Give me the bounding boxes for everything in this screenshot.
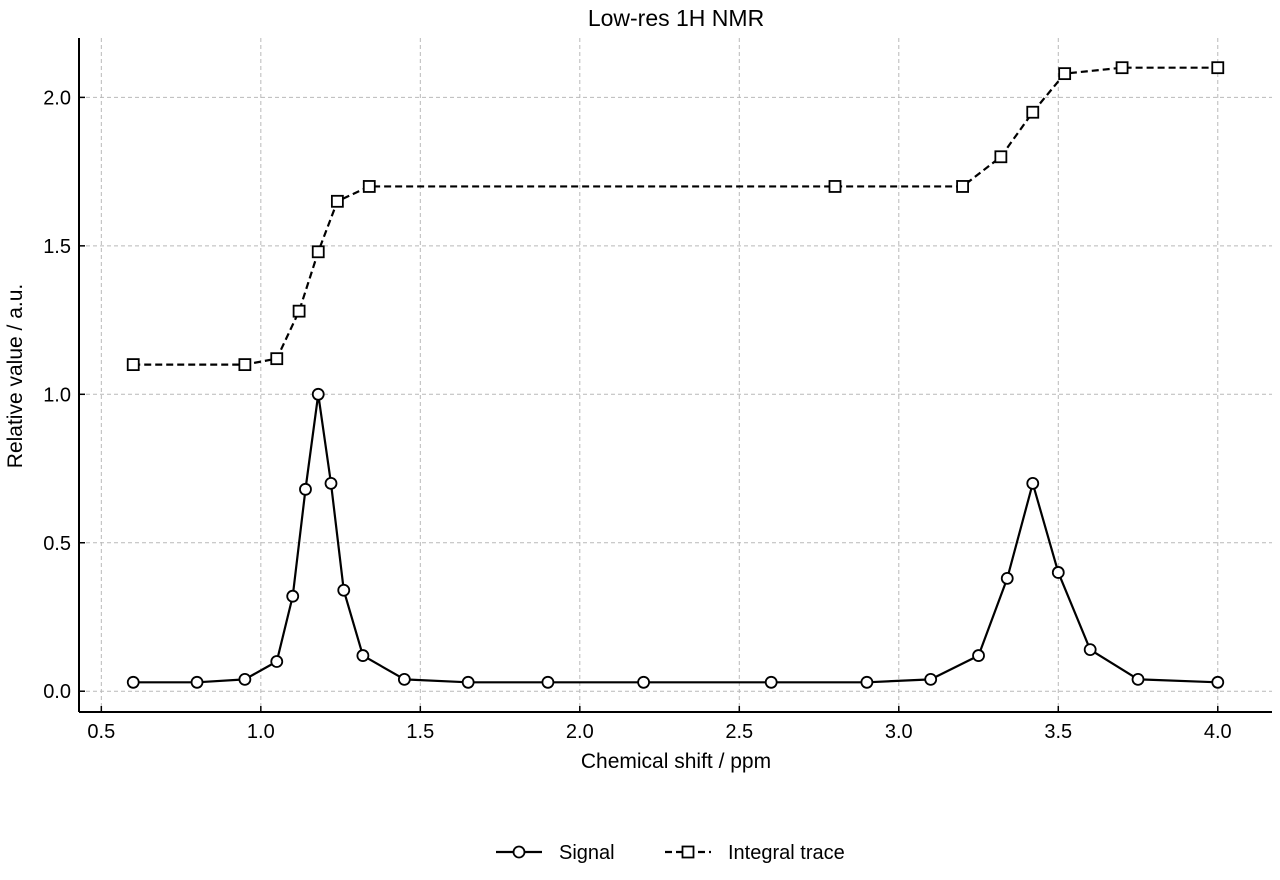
signal-point bbox=[924, 672, 938, 686]
signal-point bbox=[1211, 675, 1225, 689]
signal-point bbox=[972, 649, 985, 662]
signal-point bbox=[764, 675, 778, 689]
integral-trace-point bbox=[238, 358, 252, 372]
signal-point bbox=[356, 649, 370, 662]
signal-point bbox=[1026, 476, 1040, 490]
y-tick-label: 2.0 bbox=[43, 87, 71, 109]
legend-label-signal: Signal bbox=[559, 842, 615, 864]
integral-trace-point bbox=[330, 194, 344, 208]
signal-point bbox=[126, 675, 140, 689]
x-tick-label: 3.0 bbox=[885, 721, 913, 743]
signal-point bbox=[324, 476, 338, 490]
signal-point bbox=[397, 672, 411, 686]
y-tick-label: 0.0 bbox=[43, 681, 71, 703]
chart-title: Low-res 1H NMR bbox=[588, 5, 764, 31]
x-tick-label: 0.5 bbox=[87, 721, 115, 743]
legend: Signal Integral trace bbox=[496, 842, 845, 864]
signal-point bbox=[286, 589, 300, 603]
integral-trace-point bbox=[311, 245, 325, 259]
x-tick-label: 3.5 bbox=[1044, 721, 1072, 743]
x-tick-label: 1.5 bbox=[406, 721, 434, 743]
integral-trace-point bbox=[994, 150, 1008, 164]
integral-trace-point bbox=[1026, 105, 1040, 119]
x-tick-label: 2.5 bbox=[725, 721, 753, 743]
y-tick-label: 1.5 bbox=[43, 236, 71, 258]
signal-point bbox=[1051, 566, 1065, 579]
signal-point bbox=[337, 583, 351, 597]
legend-marker-signal bbox=[512, 845, 526, 859]
signal-point bbox=[1083, 643, 1097, 657]
series-signal bbox=[126, 387, 1225, 689]
integral-trace-point bbox=[126, 358, 140, 372]
integral-trace-point bbox=[1058, 67, 1072, 81]
integral-trace-point bbox=[1115, 61, 1129, 75]
axes: 0.5 1.0 1.5 2.0 2.5 3.0 3.5 4.0 0.0 0.5 1.0 1.5 2.0 bbox=[43, 38, 1272, 743]
signal-point bbox=[461, 675, 475, 689]
integral-trace-point bbox=[956, 180, 969, 193]
series-group bbox=[126, 61, 1225, 689]
integral-trace-point bbox=[292, 304, 306, 318]
signal-point bbox=[860, 675, 874, 689]
series-integral-trace bbox=[126, 61, 1225, 372]
legend-label-integral-trace: Integral trace bbox=[728, 842, 845, 864]
signal-point bbox=[238, 672, 252, 686]
integral-trace-point bbox=[1211, 61, 1225, 75]
legend-item-integral-trace: Integral trace bbox=[665, 842, 845, 864]
integral-trace-point bbox=[828, 180, 842, 193]
y-axis-title: Relative value / a.u. bbox=[4, 284, 27, 468]
x-tick-label: 4.0 bbox=[1204, 721, 1232, 743]
signal-point bbox=[190, 675, 204, 689]
integral-trace-point bbox=[270, 352, 284, 366]
x-axis-title: Chemical shift / ppm bbox=[581, 750, 771, 773]
y-tick-label: 1.0 bbox=[43, 384, 71, 406]
signal-point bbox=[270, 655, 284, 668]
legend-item-signal: Signal bbox=[496, 842, 615, 864]
grid bbox=[79, 38, 1272, 712]
signal-point bbox=[1000, 571, 1014, 585]
x-tick-label: 1.0 bbox=[247, 721, 275, 743]
y-tick-label: 0.5 bbox=[43, 533, 71, 555]
x-tick-label: 2.0 bbox=[566, 721, 594, 743]
legend-marker-integral-trace bbox=[681, 845, 695, 859]
signal-line bbox=[133, 393, 1218, 684]
signal-point bbox=[1131, 672, 1145, 686]
signal-point bbox=[637, 675, 651, 689]
signal-point bbox=[311, 387, 325, 401]
signal-point bbox=[299, 482, 312, 496]
integral-trace-point bbox=[362, 180, 376, 193]
signal-point bbox=[541, 675, 555, 689]
integral-trace-line bbox=[133, 66, 1218, 366]
